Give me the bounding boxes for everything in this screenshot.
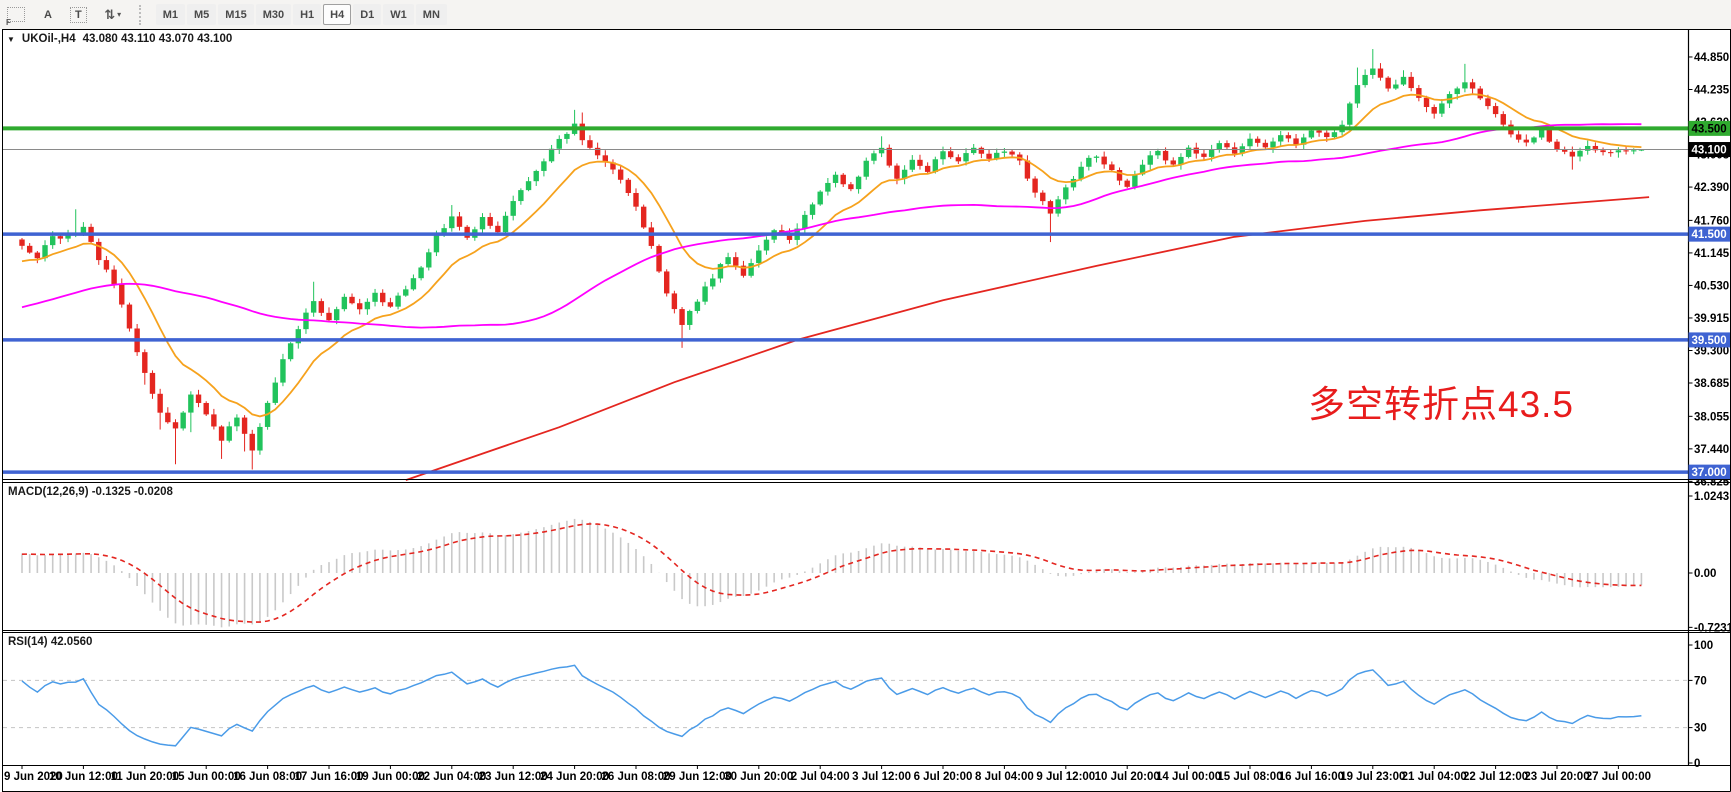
time-tick-label: 6 Jul 20:00 — [914, 771, 973, 783]
time-tick-label: 24 Jun 20:00 — [540, 771, 609, 783]
tf-button-M15[interactable]: M15 — [218, 4, 254, 25]
level-badge-39.500-label: 39.500 — [1692, 335, 1727, 347]
toolbar: F A T ⇅ ▾ M1 M5 M15 M30 H1 H4 D1 W1 MN — [0, 0, 1731, 29]
price-tick-label: 38.055 — [1694, 411, 1730, 423]
time-tick-label: 23 Jun 12:00 — [479, 771, 548, 783]
level-badge-41.500 — [1688, 226, 1731, 242]
time-tick-label: 10 Jul 20:00 — [1095, 771, 1160, 783]
level-badge-41.500-label: 41.500 — [1692, 229, 1727, 241]
textbox-tool-glyph: T — [70, 6, 87, 23]
tf-button-MN[interactable]: MN — [415, 4, 447, 25]
moving-averages — [21, 93, 1650, 481]
macd-tick-label: 1.0243 — [1694, 491, 1729, 503]
macd-tick-label: 0.00 — [1694, 568, 1716, 580]
tf-button-W1[interactable]: W1 — [383, 4, 414, 25]
price-tick-label: 41.145 — [1694, 248, 1730, 260]
time-tick-label: 8 Jul 04:00 — [975, 771, 1034, 783]
time-tick-label: 10 Jun 12:00 — [49, 771, 118, 783]
macd-panel — [21, 518, 1643, 628]
price-tick-label: 41.760 — [1694, 215, 1729, 227]
time-tick-label: 22 Jun 04:00 — [417, 771, 486, 783]
textbox-tool-button[interactable]: T — [64, 4, 93, 26]
level-badge-37.000-label: 37.000 — [1692, 467, 1727, 479]
rsi-tick-label: 0 — [1694, 758, 1700, 770]
time-tick-label: 14 Jul 00:00 — [1156, 771, 1221, 783]
tf-button-H4[interactable]: H4 — [323, 4, 352, 25]
tf-button-H1[interactable]: H1 — [293, 4, 322, 25]
price-tick-label: 39.300 — [1694, 345, 1729, 357]
chart-area: 44.85044.23543.62043.00542.39041.76041.1… — [0, 29, 1731, 792]
tf-button-D1[interactable]: D1 — [353, 4, 382, 25]
time-tick-label: 9 Jun 2020 — [4, 771, 63, 783]
time-tick-label: 17 Jun 16:00 — [294, 771, 363, 783]
time-tick-label: 30 Jun 20:00 — [724, 771, 793, 783]
tf-button-M30[interactable]: M30 — [255, 4, 292, 25]
macd-axis[interactable]: 1.0243 0.00 -0.7231 — [1688, 491, 1731, 634]
time-tick-label: 21 Jul 04:00 — [1402, 771, 1467, 783]
rsi-tick-label: 70 — [1694, 675, 1707, 687]
price-tick-label: 42.390 — [1694, 182, 1729, 194]
rsi-indicator-label: RSI(14) 42.0560 — [8, 636, 93, 648]
price-tick-label: 44.235 — [1694, 84, 1730, 96]
price-tick-label: 37.440 — [1694, 444, 1729, 456]
chart-annotation-text: 多空转折点43.5 — [1308, 384, 1575, 425]
price-tick-label: 40.530 — [1694, 280, 1729, 292]
toolbar-separator — [138, 4, 145, 25]
rsi-tick-label: 100 — [1694, 640, 1713, 652]
time-tick-label: 2 Jul 04:00 — [791, 771, 850, 783]
price-tick-label: 38.685 — [1694, 378, 1730, 390]
time-tick-label: 29 Jun 12:00 — [663, 771, 732, 783]
price-tick-label: 44.850 — [1694, 52, 1729, 64]
time-tick-label: 27 Jul 00:00 — [1586, 771, 1651, 783]
time-tick-label: 3 Jul 12:00 — [852, 771, 911, 783]
cursor-tool-button[interactable]: ⇅ ▾ — [100, 4, 126, 26]
price-tick-label: 39.915 — [1694, 313, 1730, 325]
symbol-title: UKOil-,H4 — [21, 33, 76, 45]
tf-button-M1[interactable]: M1 — [155, 4, 186, 25]
grid-f-label: F — [6, 18, 11, 27]
label-tool-button[interactable]: A — [35, 4, 61, 26]
level-badge-37.000 — [1688, 464, 1731, 480]
current-price-badge — [1688, 142, 1731, 158]
level-badge-39.500 — [1688, 332, 1731, 348]
symbol-dropdown-icon[interactable]: ▼ — [7, 34, 15, 44]
time-tick-label: 16 Jun 08:00 — [233, 771, 302, 783]
time-tick-label: 19 Jul 23:00 — [1340, 771, 1405, 783]
rsi-panel — [3, 664, 1688, 747]
chevron-down-icon: ▾ — [117, 10, 122, 19]
time-tick-label: 15 Jun 00:00 — [172, 771, 241, 783]
ohlc-quote-text: 43.080 43.110 43.070 43.100 — [82, 33, 233, 45]
macd-tick-label: -0.7231 — [1694, 622, 1731, 634]
chart-grid-icon[interactable]: F — [6, 4, 32, 27]
time-tick-label: 23 Jul 20:00 — [1524, 771, 1589, 783]
chart-canvas: 44.85044.23543.62043.00542.39041.76041.1… — [2, 29, 1731, 792]
time-tick-label: 9 Jul 12:00 — [1036, 771, 1095, 783]
level-badge-43.500-label: 43.500 — [1692, 123, 1727, 135]
current-price-badge-label: 43.100 — [1692, 145, 1727, 157]
level-badge-43.500 — [1688, 120, 1731, 136]
horizontal-level-lines[interactable] — [3, 126, 1688, 474]
rsi-axis[interactable]: 100 70 30 0 — [1688, 640, 1713, 770]
time-tick-label: 11 Jun 20:00 — [111, 771, 179, 783]
price-axis[interactable]: 44.85044.23543.62043.00542.39041.76041.1… — [1687, 29, 1731, 765]
timeframe-group: M1 M5 M15 M30 H1 H4 D1 W1 MN — [155, 4, 448, 25]
dotted-grid-icon: F — [6, 7, 25, 27]
tf-button-M5[interactable]: M5 — [187, 4, 217, 25]
time-tick-label: 22 Jul 12:00 — [1463, 771, 1528, 783]
chart-title-row[interactable]: ▼ UKOil-,H4 43.080 43.110 43.070 43.100 — [7, 33, 232, 45]
time-tick-label: 19 Jun 00:00 — [356, 771, 425, 783]
arrows-icon: ⇅ — [104, 6, 116, 22]
time-tick-label: 15 Jul 08:00 — [1217, 771, 1282, 783]
candles — [19, 49, 1645, 470]
time-tick-label: 16 Jul 16:00 — [1279, 771, 1344, 783]
macd-indicator-label: MACD(12,26,9) -0.1325 -0.0208 — [8, 486, 173, 498]
time-tick-label: 26 Jun 08:00 — [601, 771, 670, 783]
rsi-tick-label: 30 — [1694, 723, 1707, 735]
